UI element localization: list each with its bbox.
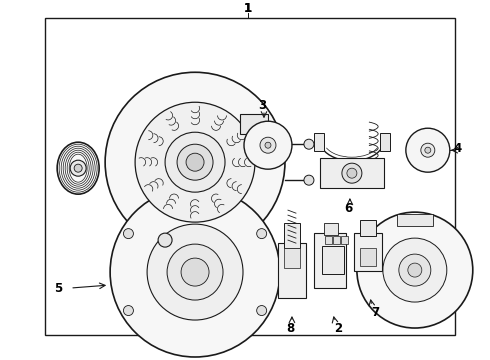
Text: 3: 3 [258, 99, 266, 112]
Text: 1: 1 [244, 2, 252, 15]
Circle shape [260, 137, 276, 153]
Circle shape [165, 132, 225, 192]
Circle shape [70, 160, 86, 176]
Bar [360, 248, 376, 266]
Circle shape [74, 164, 82, 172]
Bar [360, 220, 376, 236]
Circle shape [421, 143, 435, 157]
Bar [284, 223, 300, 248]
Circle shape [408, 263, 422, 277]
Circle shape [147, 224, 243, 320]
Bar [325, 236, 332, 244]
Bar [240, 114, 268, 134]
Bar [284, 248, 300, 268]
Circle shape [123, 229, 133, 239]
Circle shape [265, 142, 271, 148]
Bar [314, 233, 346, 288]
Circle shape [347, 168, 357, 178]
Circle shape [342, 163, 362, 183]
Circle shape [357, 212, 473, 328]
Circle shape [304, 139, 314, 149]
Circle shape [257, 229, 267, 239]
Circle shape [110, 187, 280, 357]
Bar [333, 236, 340, 244]
Bar [278, 243, 306, 298]
Bar [354, 233, 382, 271]
Circle shape [181, 258, 209, 286]
Bar [341, 236, 348, 244]
Circle shape [158, 233, 172, 247]
Text: 8: 8 [286, 321, 294, 334]
Circle shape [425, 147, 431, 153]
Text: 1: 1 [244, 2, 252, 15]
Ellipse shape [57, 142, 99, 194]
Bar [324, 223, 338, 235]
Text: 4: 4 [454, 142, 462, 155]
Circle shape [123, 306, 133, 316]
Circle shape [135, 102, 255, 222]
Circle shape [186, 153, 204, 171]
Circle shape [304, 175, 314, 185]
Bar [320, 158, 384, 188]
Bar [380, 133, 390, 151]
Bar [397, 214, 433, 226]
Text: 6: 6 [344, 202, 352, 215]
Circle shape [177, 144, 213, 180]
Circle shape [244, 121, 292, 169]
Text: 5: 5 [54, 282, 62, 294]
Text: 2: 2 [334, 321, 342, 334]
Text: 7: 7 [371, 306, 379, 319]
Circle shape [167, 244, 223, 300]
Circle shape [105, 72, 285, 252]
Bar [322, 246, 344, 274]
Circle shape [257, 306, 267, 316]
Bar [314, 133, 324, 151]
Circle shape [406, 128, 450, 172]
Circle shape [399, 254, 431, 286]
Circle shape [383, 238, 447, 302]
Bar [45, 18, 455, 335]
